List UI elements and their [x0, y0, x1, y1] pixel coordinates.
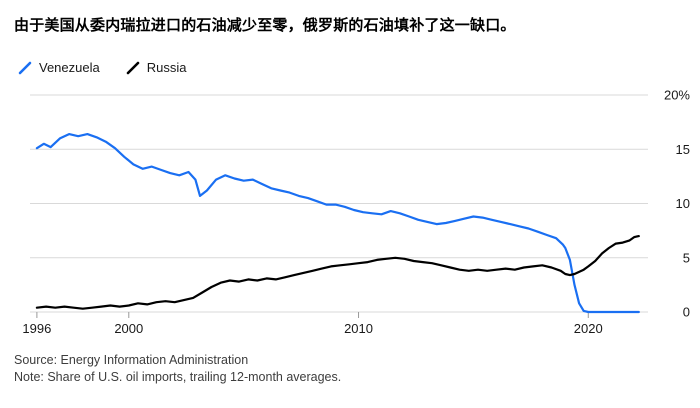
- legend-item-venezuela: Venezuela: [18, 60, 100, 75]
- y-axis-tick-label: 10: [676, 196, 690, 211]
- y-axis-tick-label: 0: [683, 305, 690, 320]
- x-axis-tick-label: 2020: [574, 321, 603, 336]
- x-axis-tick-label: 1996: [22, 321, 51, 336]
- methodology-note: Note: Share of U.S. oil imports, trailin…: [14, 369, 342, 384]
- venezuela-line: [35, 132, 640, 314]
- x-axis-tick-label: 2010: [344, 321, 373, 336]
- y-axis-tick-label: 15: [676, 142, 690, 157]
- line-chart: 20% 15 10 5 0 1996 2000 2010 2020: [22, 88, 690, 337]
- russia-line-marker-icon: [126, 61, 140, 74]
- venezuela-line-marker-icon: [18, 61, 32, 74]
- russia-line: [35, 235, 640, 310]
- legend-item-russia: Russia: [126, 60, 187, 75]
- source-note: Source: Energy Information Administratio…: [14, 353, 249, 367]
- legend-label-venezuela: Venezuela: [39, 60, 100, 75]
- x-axis-tick-label: 2000: [114, 321, 143, 336]
- footer: Source: Energy Information Administratio…: [14, 352, 686, 385]
- y-axis-tick-label: 20%: [664, 88, 690, 103]
- plot-area: 20% 15 10 5 0 1996 2000 2010 2020: [0, 82, 700, 344]
- chart-title: 由于美国从委内瑞拉进口的石油减少至零，俄罗斯的石油填补了这一缺口。: [14, 17, 516, 34]
- y-axis-tick-label: 5: [683, 250, 690, 265]
- legend-label-russia: Russia: [146, 60, 187, 75]
- legend: Venezuela Russia: [18, 60, 186, 75]
